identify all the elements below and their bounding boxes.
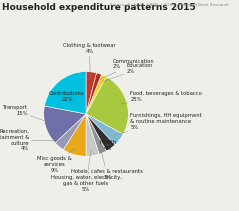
Text: Misc goods &
services
9%: Misc goods & services 9%: [37, 148, 75, 173]
Wedge shape: [44, 72, 86, 114]
Wedge shape: [86, 72, 97, 114]
Text: Contributions
22%: Contributions 22%: [49, 87, 85, 101]
Text: Health
4%: Health 4%: [99, 140, 117, 151]
Wedge shape: [55, 114, 86, 150]
Text: Recreation,
entertainment &
culture
4%: Recreation, entertainment & culture 4%: [0, 129, 63, 151]
Text: Housing, water, electricity,
gas & other fuels
5%: Housing, water, electricity, gas & other…: [50, 150, 122, 192]
Text: Source all charts: SARB, (2016).  Standard Bank Research: Source all charts: SARB, (2016). Standar…: [110, 3, 228, 7]
Text: Furnishings, HH equipment
& routine maintenance
5%: Furnishings, HH equipment & routine main…: [115, 113, 202, 135]
Wedge shape: [86, 114, 99, 156]
Text: Food, beverages & tobacco
25%: Food, beverages & tobacco 25%: [121, 91, 202, 104]
Text: Household expenditure patterns 2015: Household expenditure patterns 2015: [2, 3, 196, 12]
Wedge shape: [86, 114, 123, 145]
Text: Transport
15%: Transport 15%: [3, 105, 51, 123]
Wedge shape: [86, 77, 128, 134]
Text: Education
2%: Education 2%: [102, 63, 152, 82]
Wedge shape: [63, 114, 86, 156]
Wedge shape: [86, 74, 106, 114]
Wedge shape: [86, 73, 102, 114]
Wedge shape: [86, 114, 106, 154]
Text: Communication
2%: Communication 2%: [98, 59, 154, 80]
Wedge shape: [44, 106, 86, 143]
Wedge shape: [86, 114, 115, 151]
Text: Hotels, cafes & restaurants
3%: Hotels, cafes & restaurants 3%: [71, 147, 143, 180]
Text: Clothing & footwear
4%: Clothing & footwear 4%: [63, 43, 116, 78]
